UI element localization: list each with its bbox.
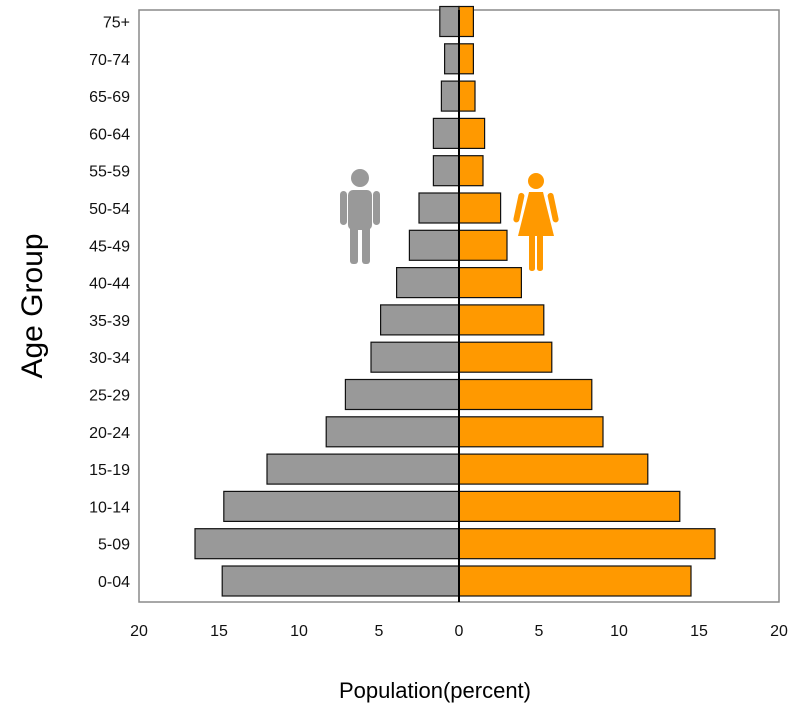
female-bar-75+ [458, 5, 474, 38]
female-bar-30-34 [458, 341, 553, 373]
male-bar-10-14 [223, 490, 460, 522]
y-tick-label: 65-69 [89, 89, 130, 106]
y-tick-label: 45-49 [89, 238, 130, 255]
male-bar-55-59 [432, 155, 460, 187]
x-tick-label: 10 [290, 623, 308, 640]
y-tick-label: 5-09 [98, 537, 130, 554]
female-bars [458, 5, 716, 597]
female-bar-55-59 [458, 155, 484, 187]
female-bar-65-69 [458, 80, 476, 112]
male-bar-45-49 [408, 229, 460, 261]
y-tick-label: 40-44 [89, 276, 130, 293]
y-tick-label: 75+ [103, 15, 130, 32]
male-bar-30-34 [370, 341, 460, 373]
female-bar-5-09 [458, 528, 716, 560]
x-tick-label: 0 [455, 623, 464, 640]
male-bar-50-54 [418, 192, 460, 224]
male-bar-65-69 [440, 80, 460, 112]
y-tick-label: 50-54 [89, 201, 130, 218]
y-axis-title: Age Group [16, 233, 49, 378]
female-icon [513, 173, 559, 271]
y-tick-label: 10-14 [89, 499, 130, 516]
x-tick-label: 5 [375, 623, 384, 640]
female-bar-40-44 [458, 267, 523, 299]
male-bars [194, 5, 460, 597]
y-tick-label: 70-74 [89, 52, 130, 69]
y-tick-label: 35-39 [89, 313, 130, 330]
male-bar-0-04 [221, 565, 460, 597]
female-bar-15-19 [458, 453, 649, 485]
male-bar-75+ [439, 5, 460, 38]
female-bar-50-54 [458, 192, 502, 224]
y-tick-label: 55-59 [89, 164, 130, 181]
male-bar-35-39 [380, 304, 460, 336]
x-tick-label: 15 [210, 623, 228, 640]
x-tick-label: 5 [535, 623, 544, 640]
female-bar-70-74 [458, 43, 474, 75]
female-bar-10-14 [458, 490, 681, 522]
male-icon [340, 169, 380, 264]
y-tick-label: 25-29 [89, 388, 130, 405]
male-bar-15-19 [266, 453, 460, 485]
x-tick-label: 15 [690, 623, 708, 640]
male-bar-20-24 [325, 416, 460, 448]
y-tick-label: 60-64 [89, 126, 130, 143]
y-tick-label: 20-24 [89, 425, 130, 442]
male-bar-5-09 [194, 528, 460, 560]
male-bar-70-74 [444, 43, 460, 75]
male-bar-25-29 [344, 378, 460, 411]
female-bar-25-29 [458, 378, 593, 411]
male-bar-60-64 [432, 117, 460, 150]
female-bar-35-39 [458, 304, 545, 336]
y-tick-label: 0-04 [98, 574, 130, 591]
y-tick-label: 15-19 [89, 462, 130, 479]
x-tick-label: 20 [770, 623, 788, 640]
x-tick-label: 10 [610, 623, 628, 640]
female-bar-60-64 [458, 117, 486, 150]
x-axis-title: Population(percent) [339, 678, 531, 703]
female-bar-20-24 [458, 416, 604, 448]
male-bar-40-44 [396, 267, 460, 299]
x-tick-label: 20 [130, 623, 148, 640]
y-tick-labels: 0-04 5-09 10-14 15-19 20-24 25-29 30-34 35-39 40… [89, 15, 130, 592]
female-bar-0-04 [458, 565, 692, 597]
y-tick-label: 30-34 [89, 350, 130, 367]
female-bar-45-49 [458, 229, 508, 261]
x-tick-labels: 20 15 10 5 0 5 10 15 20 [130, 623, 788, 640]
